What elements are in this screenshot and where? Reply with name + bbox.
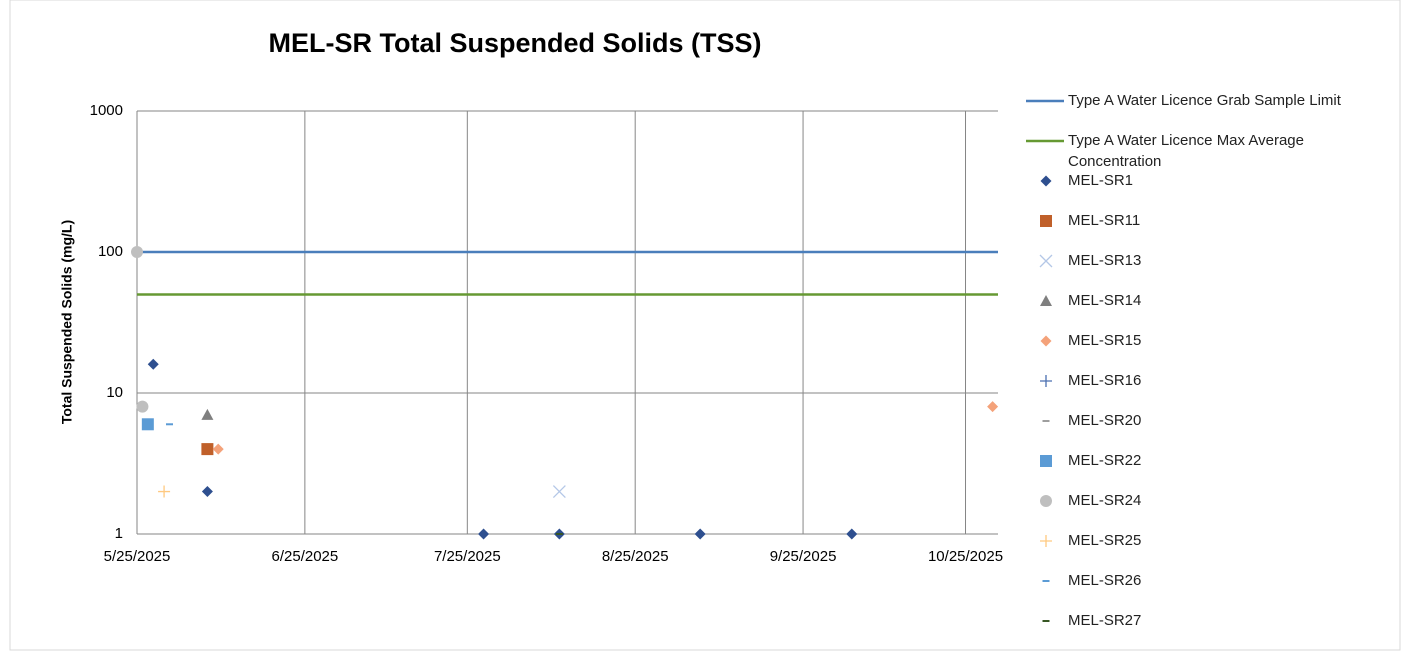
legend-item: Type A Water Licence Max Average Concent… — [1022, 130, 1392, 172]
marker — [136, 400, 149, 413]
marker — [201, 443, 214, 456]
legend-icon — [1040, 455, 1052, 467]
marker — [131, 246, 143, 258]
legend-item: MEL-SR27 — [1022, 610, 1392, 631]
legend-label: Type A Water Licence Max Average Concent… — [1068, 132, 1304, 170]
legend-item: MEL-SR13 — [1022, 250, 1392, 271]
x-tick-label: 6/25/2025 — [272, 548, 339, 565]
legend-icon — [1040, 215, 1052, 227]
legend-item: Type A Water Licence Grab Sample Limit — [1022, 90, 1392, 111]
legend-label: MEL-SR24 — [1068, 492, 1142, 509]
legend-label: Type A Water Licence Grab Sample Limit — [1068, 92, 1341, 109]
x-tick-label: 8/25/2025 — [602, 548, 669, 565]
legend-label: MEL-SR16 — [1068, 372, 1142, 389]
legend-item: MEL-SR26 — [1022, 570, 1392, 591]
legend-icon — [1042, 620, 1050, 622]
marker — [1040, 455, 1052, 467]
legend-icon — [1040, 175, 1052, 187]
chart-border — [9, 0, 1401, 651]
legend-icon — [1039, 254, 1053, 268]
x-tick-label: 10/25/2025 — [928, 548, 1003, 565]
legend-label: MEL-SR13 — [1068, 252, 1142, 269]
marker — [987, 401, 999, 413]
y-tick-label: 1000 — [90, 102, 123, 119]
marker — [1040, 375, 1052, 387]
legend-item: MEL-SR24 — [1022, 490, 1392, 511]
marker — [201, 408, 214, 420]
marker — [478, 528, 490, 540]
marker — [201, 486, 213, 498]
legend-icon — [1040, 295, 1052, 306]
legend-item: MEL-SR22 — [1022, 450, 1392, 471]
marker — [1039, 254, 1053, 268]
y-tick-label: 10 — [106, 384, 123, 401]
legend-label: MEL-SR14 — [1068, 292, 1142, 309]
marker — [212, 443, 224, 455]
chart-title: MEL-SR Total Suspended Solids (TSS) — [268, 28, 761, 58]
legend-icon — [1026, 139, 1064, 143]
legend-item: MEL-SR16 — [1022, 370, 1392, 391]
legend-label: MEL-SR26 — [1068, 572, 1142, 589]
legend-icon — [1040, 375, 1052, 387]
legend-icon — [1040, 535, 1052, 547]
marker — [1040, 335, 1052, 347]
legend-label: MEL-SR20 — [1068, 412, 1142, 429]
legend-label: MEL-SR15 — [1068, 332, 1142, 349]
legend-item: MEL-SR14 — [1022, 290, 1392, 311]
y-axis-label: Total Suspended Solids (mg/L) — [59, 220, 75, 424]
legend-icon — [1026, 99, 1064, 103]
marker — [1040, 175, 1052, 187]
y-tick-label: 1 — [115, 525, 123, 542]
legend-item: MEL-SR15 — [1022, 330, 1392, 351]
marker — [694, 528, 706, 540]
marker — [1040, 495, 1052, 507]
legend-label: MEL-SR1 — [1068, 172, 1134, 189]
legend-item: MEL-SR25 — [1022, 530, 1392, 551]
marker — [1040, 295, 1052, 306]
legend-item: MEL-SR11 — [1022, 210, 1392, 231]
marker — [158, 485, 171, 498]
marker — [141, 418, 154, 431]
marker — [147, 358, 159, 370]
marker — [552, 485, 566, 499]
legend-icon — [1040, 335, 1052, 347]
legend-icon — [1042, 580, 1050, 582]
legend-item: MEL-SR20 — [1022, 410, 1392, 431]
legend-label: MEL-SR22 — [1068, 452, 1142, 469]
legend-item: MEL-SR1 — [1022, 170, 1392, 191]
legend-icon — [1042, 420, 1050, 422]
marker — [1040, 535, 1052, 547]
y-tick-label: 100 — [98, 243, 123, 260]
legend-icon — [1040, 495, 1052, 507]
marker — [846, 528, 858, 540]
marker — [1040, 215, 1052, 227]
legend-label: MEL-SR11 — [1068, 212, 1141, 229]
x-tick-label: 5/25/2025 — [104, 548, 171, 565]
x-tick-label: 9/25/2025 — [770, 548, 837, 565]
x-tick-label: 7/25/2025 — [434, 548, 501, 565]
legend-label: MEL-SR27 — [1068, 612, 1142, 629]
legend-label: MEL-SR25 — [1068, 532, 1142, 549]
